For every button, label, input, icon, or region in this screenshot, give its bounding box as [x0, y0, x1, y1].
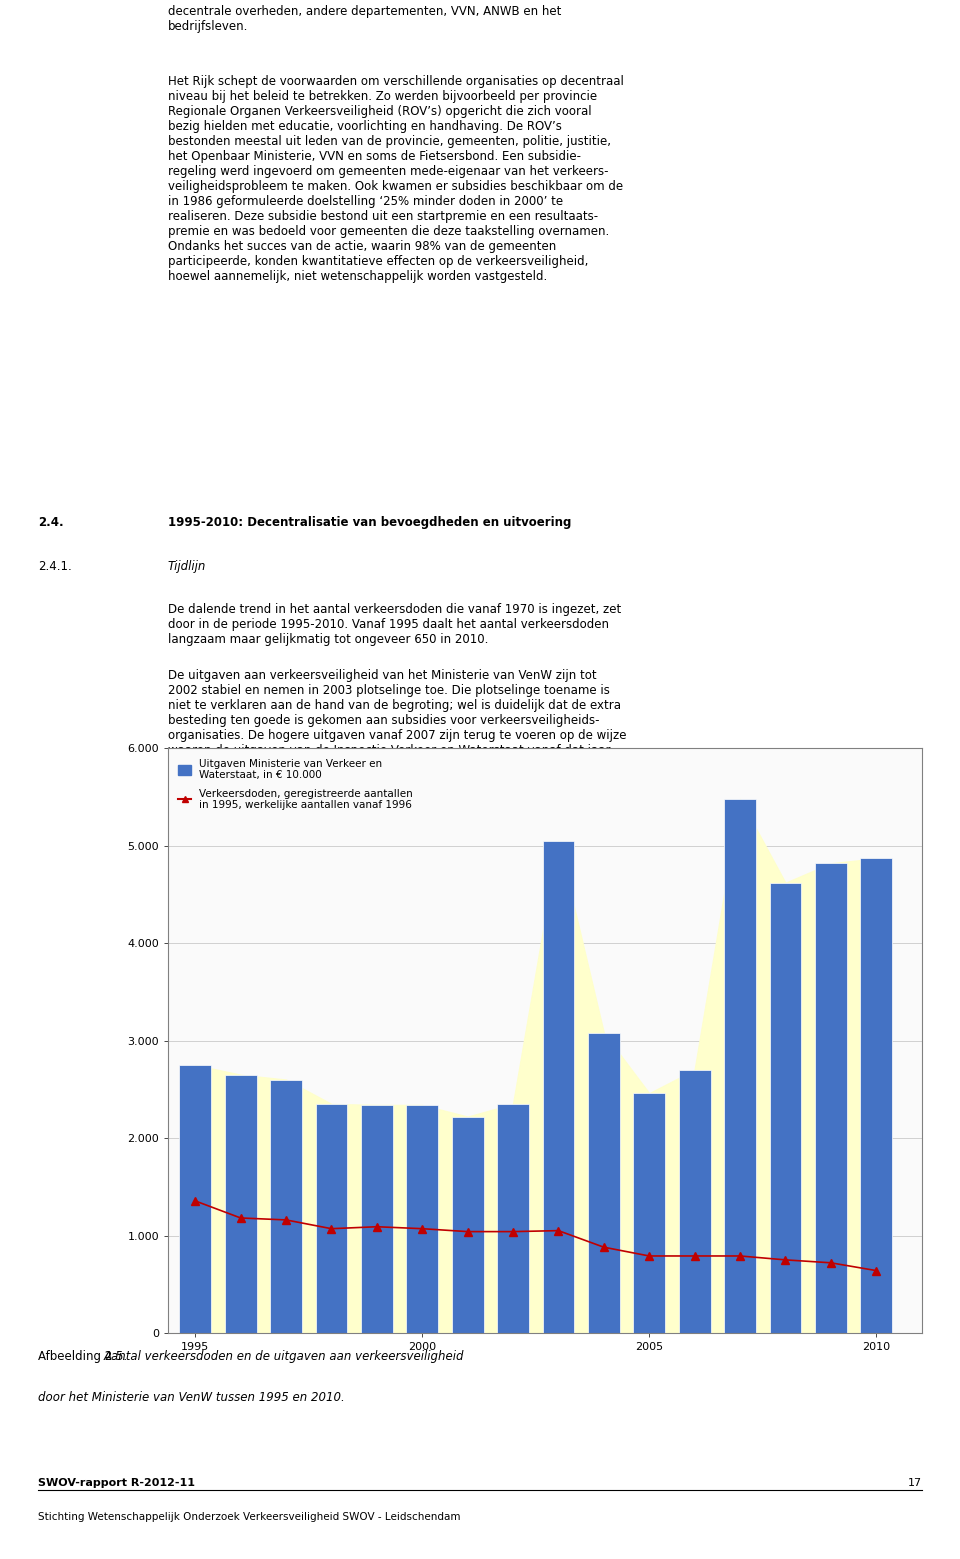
Text: 2.4.1.: 2.4.1.	[38, 560, 72, 572]
Bar	[815, 864, 847, 1333]
Bar	[542, 840, 574, 1333]
Bar	[225, 1074, 256, 1333]
Bar	[497, 1104, 529, 1333]
Bar	[634, 1093, 665, 1333]
Text: Tijdlijn: Tijdlijn	[168, 560, 206, 572]
Bar	[180, 1065, 211, 1333]
Text: 17: 17	[907, 1478, 922, 1487]
Bar	[860, 859, 892, 1333]
Text: 2.4.: 2.4.	[38, 516, 64, 529]
Text: Het Rijk schept de voorwaarden om verschillende organisaties op decentraal
nivea: Het Rijk schept de voorwaarden om versch…	[168, 75, 624, 282]
Bar	[588, 1034, 620, 1333]
Bar	[406, 1105, 438, 1333]
Text: door het Ministerie van VenW tussen 1995 en 2010.: door het Ministerie van VenW tussen 1995…	[38, 1391, 346, 1403]
Text: De dalende trend in het aantal verkeersdoden die vanaf 1970 is ingezet, zet
door: De dalende trend in het aantal verkeersd…	[168, 603, 621, 647]
Text: Stichting Wetenschappelijk Onderzoek Verkeersveiligheid SWOV - Leidschendam: Stichting Wetenschappelijk Onderzoek Ver…	[38, 1512, 461, 1522]
Text: SWOV-rapport R-2012-11: SWOV-rapport R-2012-11	[38, 1478, 196, 1487]
Text: decentrale overheden, andere departementen, VVN, ANWB en het
bedrijfsleven.: decentrale overheden, andere departement…	[168, 5, 562, 33]
Text: 1995-2010: Decentralisatie van bevoegdheden en uitvoering: 1995-2010: Decentralisatie van bevoegdhe…	[168, 516, 571, 529]
Bar	[316, 1104, 348, 1333]
Bar	[270, 1079, 302, 1333]
Bar	[452, 1116, 484, 1333]
Legend: Uitgaven Ministerie van Verkeer en
Waterstaat, in € 10.000, Verkeersdoden, gereg: Uitgaven Ministerie van Verkeer en Water…	[173, 753, 419, 815]
Bar	[361, 1105, 393, 1333]
Text: Afbeelding 2.5.: Afbeelding 2.5.	[38, 1350, 132, 1363]
Bar	[724, 798, 756, 1333]
Text: Aantal verkeersdoden en de uitgaven aan verkeersveiligheid: Aantal verkeersdoden en de uitgaven aan …	[104, 1350, 465, 1363]
Bar	[770, 882, 802, 1333]
Bar	[679, 1069, 710, 1333]
Text: De uitgaven aan verkeersveiligheid van het Ministerie van VenW zijn tot
2002 sta: De uitgaven aan verkeersveiligheid van h…	[168, 669, 627, 772]
